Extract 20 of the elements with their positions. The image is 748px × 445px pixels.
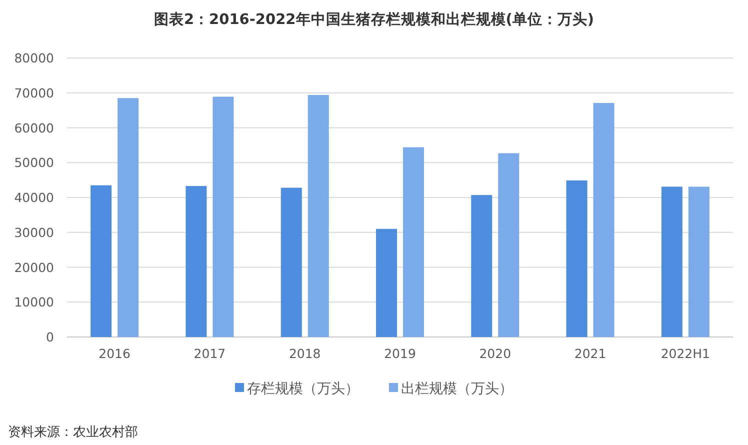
y-tick-label: 10000: [14, 294, 54, 310]
x-tick-label: 2020: [479, 346, 512, 361]
y-tick-label: 40000: [14, 190, 54, 205]
x-tick-label: 2016: [98, 346, 131, 361]
x-tick-label: 2017: [194, 346, 226, 361]
y-tick-label: 60000: [14, 120, 54, 136]
y-tick-label: 20000: [14, 260, 54, 275]
y-tick-label: 50000: [14, 155, 54, 170]
y-tick-label: 80000: [14, 50, 54, 66]
title: 图表2：2016-2022年中国生猪存栏规模和出栏规模(单位：万头): [154, 12, 594, 28]
x-tick-label: 2018: [288, 346, 321, 361]
legend-label: 存栏规模（万头）: [247, 381, 359, 397]
x-tick-label: 2022H1: [660, 346, 710, 361]
x-tick-label: 2019: [384, 346, 416, 361]
legend-label: 出栏规模（万头）: [401, 381, 513, 397]
y-tick-label: 0: [46, 330, 54, 344]
x-tick-label: 2021: [574, 346, 606, 361]
y-tick-label: 70000: [14, 85, 54, 100]
y-tick-label: 30000: [14, 224, 54, 240]
annotation: 资料来源：农业农村部: [8, 425, 138, 440]
